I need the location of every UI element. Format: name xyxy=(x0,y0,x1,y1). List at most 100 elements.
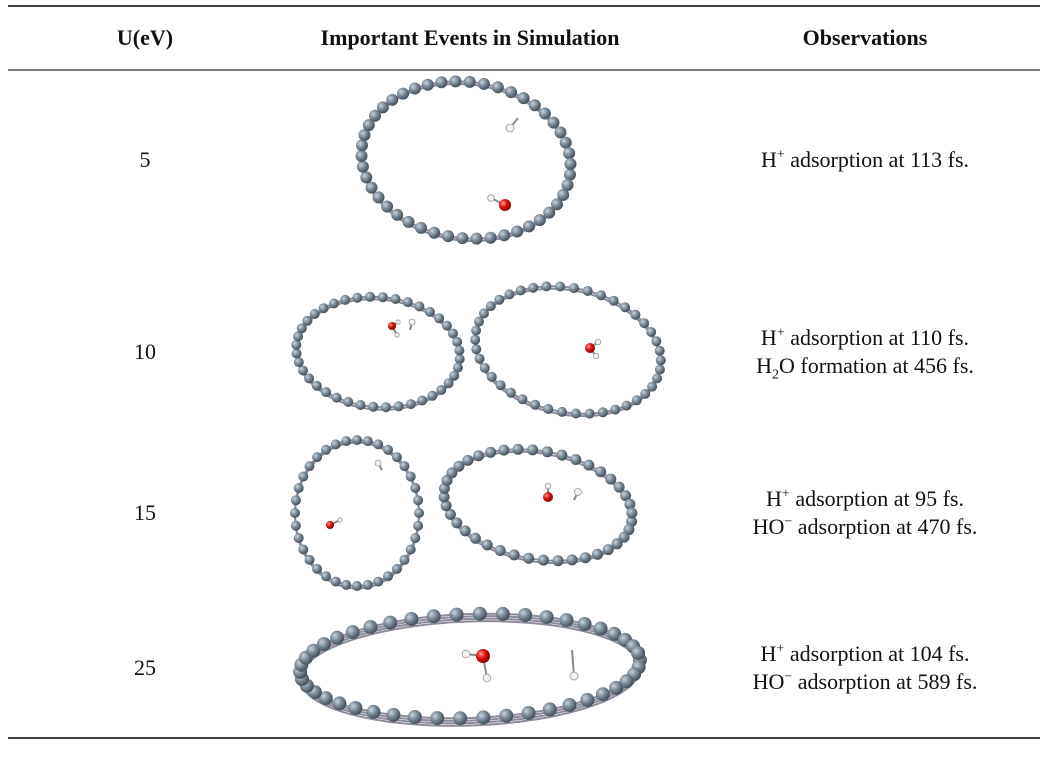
atom xyxy=(478,78,490,90)
atom xyxy=(603,544,614,555)
atom xyxy=(632,395,642,405)
atom xyxy=(304,373,314,383)
observation-text: adsorption at 104 fs. xyxy=(784,641,969,666)
atom xyxy=(498,445,509,456)
atom xyxy=(482,539,493,550)
atom xyxy=(383,571,393,581)
atom xyxy=(332,696,346,710)
atom xyxy=(341,580,351,590)
ring-bond xyxy=(463,272,673,432)
atom xyxy=(392,564,402,574)
atom xyxy=(312,381,322,391)
atom xyxy=(522,706,536,720)
hydrogen xyxy=(409,319,415,325)
atom xyxy=(462,455,473,466)
atom xyxy=(363,436,373,446)
atom xyxy=(294,533,304,543)
atom xyxy=(580,693,594,707)
atom xyxy=(567,554,578,565)
atom xyxy=(331,439,341,449)
atom xyxy=(541,281,551,291)
atom xyxy=(555,126,567,138)
ring-bond xyxy=(295,440,419,586)
observation-text: H xyxy=(756,353,772,378)
atom xyxy=(436,385,446,395)
atom xyxy=(543,207,555,219)
atom xyxy=(434,313,444,323)
atom xyxy=(571,409,581,419)
atom xyxy=(410,533,420,543)
atom xyxy=(442,230,454,242)
atom xyxy=(592,549,603,560)
hydrogen xyxy=(338,518,342,522)
atom xyxy=(427,391,437,401)
oxygen xyxy=(388,322,396,330)
observation-line: H+ adsorption at 113 fs. xyxy=(761,146,969,174)
atom xyxy=(578,617,592,631)
atom xyxy=(455,354,465,364)
atom xyxy=(529,99,541,111)
atom xyxy=(368,402,378,412)
atom xyxy=(391,294,401,304)
observation-text: HO xyxy=(753,669,785,694)
atom xyxy=(381,201,393,213)
atom xyxy=(427,609,441,623)
observations: H+ adsorption at 104 fs.HO− adsorption a… xyxy=(753,640,978,696)
atom xyxy=(400,461,410,471)
hydrogen xyxy=(570,672,578,680)
simulation-images xyxy=(290,68,673,731)
observation-text: adsorption at 95 fs. xyxy=(790,486,964,511)
atom xyxy=(655,346,665,356)
atom xyxy=(496,380,506,390)
hydrogen xyxy=(488,195,495,202)
atom xyxy=(403,297,413,307)
atom xyxy=(499,709,513,723)
atom xyxy=(518,92,530,104)
atom xyxy=(646,327,656,337)
atom xyxy=(538,555,549,566)
u-value: 15 xyxy=(134,499,156,527)
atom xyxy=(556,450,567,461)
atom xyxy=(378,292,388,302)
atom xyxy=(422,79,434,91)
atom xyxy=(540,610,554,624)
atom xyxy=(565,158,577,170)
oxygen xyxy=(543,492,553,502)
atom xyxy=(534,214,546,226)
column-header: Observations xyxy=(803,24,928,52)
atom xyxy=(539,108,551,120)
observation-text: O formation at 456 fs. xyxy=(779,353,974,378)
atom xyxy=(321,571,331,581)
atom xyxy=(639,318,649,328)
atom xyxy=(319,303,329,313)
hydrogen xyxy=(595,339,601,345)
oxygen xyxy=(326,521,334,529)
atom xyxy=(415,222,427,234)
atom xyxy=(450,75,462,87)
atom xyxy=(397,88,409,100)
atom xyxy=(470,335,480,345)
atom xyxy=(548,117,560,129)
atom xyxy=(310,309,320,319)
observation-text: + xyxy=(777,148,785,163)
atom xyxy=(513,444,524,455)
observation-line: H+ adsorption at 110 fs. xyxy=(756,324,974,352)
atom xyxy=(609,296,619,306)
atom xyxy=(425,307,435,317)
observation-line: H+ adsorption at 104 fs. xyxy=(753,640,978,668)
atom xyxy=(456,232,468,244)
atom xyxy=(413,521,423,531)
observation-text: H xyxy=(761,147,777,172)
atom xyxy=(332,393,342,403)
atom xyxy=(428,227,440,239)
atom xyxy=(373,439,383,449)
atom xyxy=(381,402,391,412)
atom xyxy=(476,710,490,724)
atom xyxy=(594,622,608,636)
atom xyxy=(294,483,304,493)
atom xyxy=(505,86,517,98)
atom xyxy=(640,389,650,399)
atom xyxy=(518,608,532,622)
atom xyxy=(348,701,362,715)
atom xyxy=(403,216,415,228)
